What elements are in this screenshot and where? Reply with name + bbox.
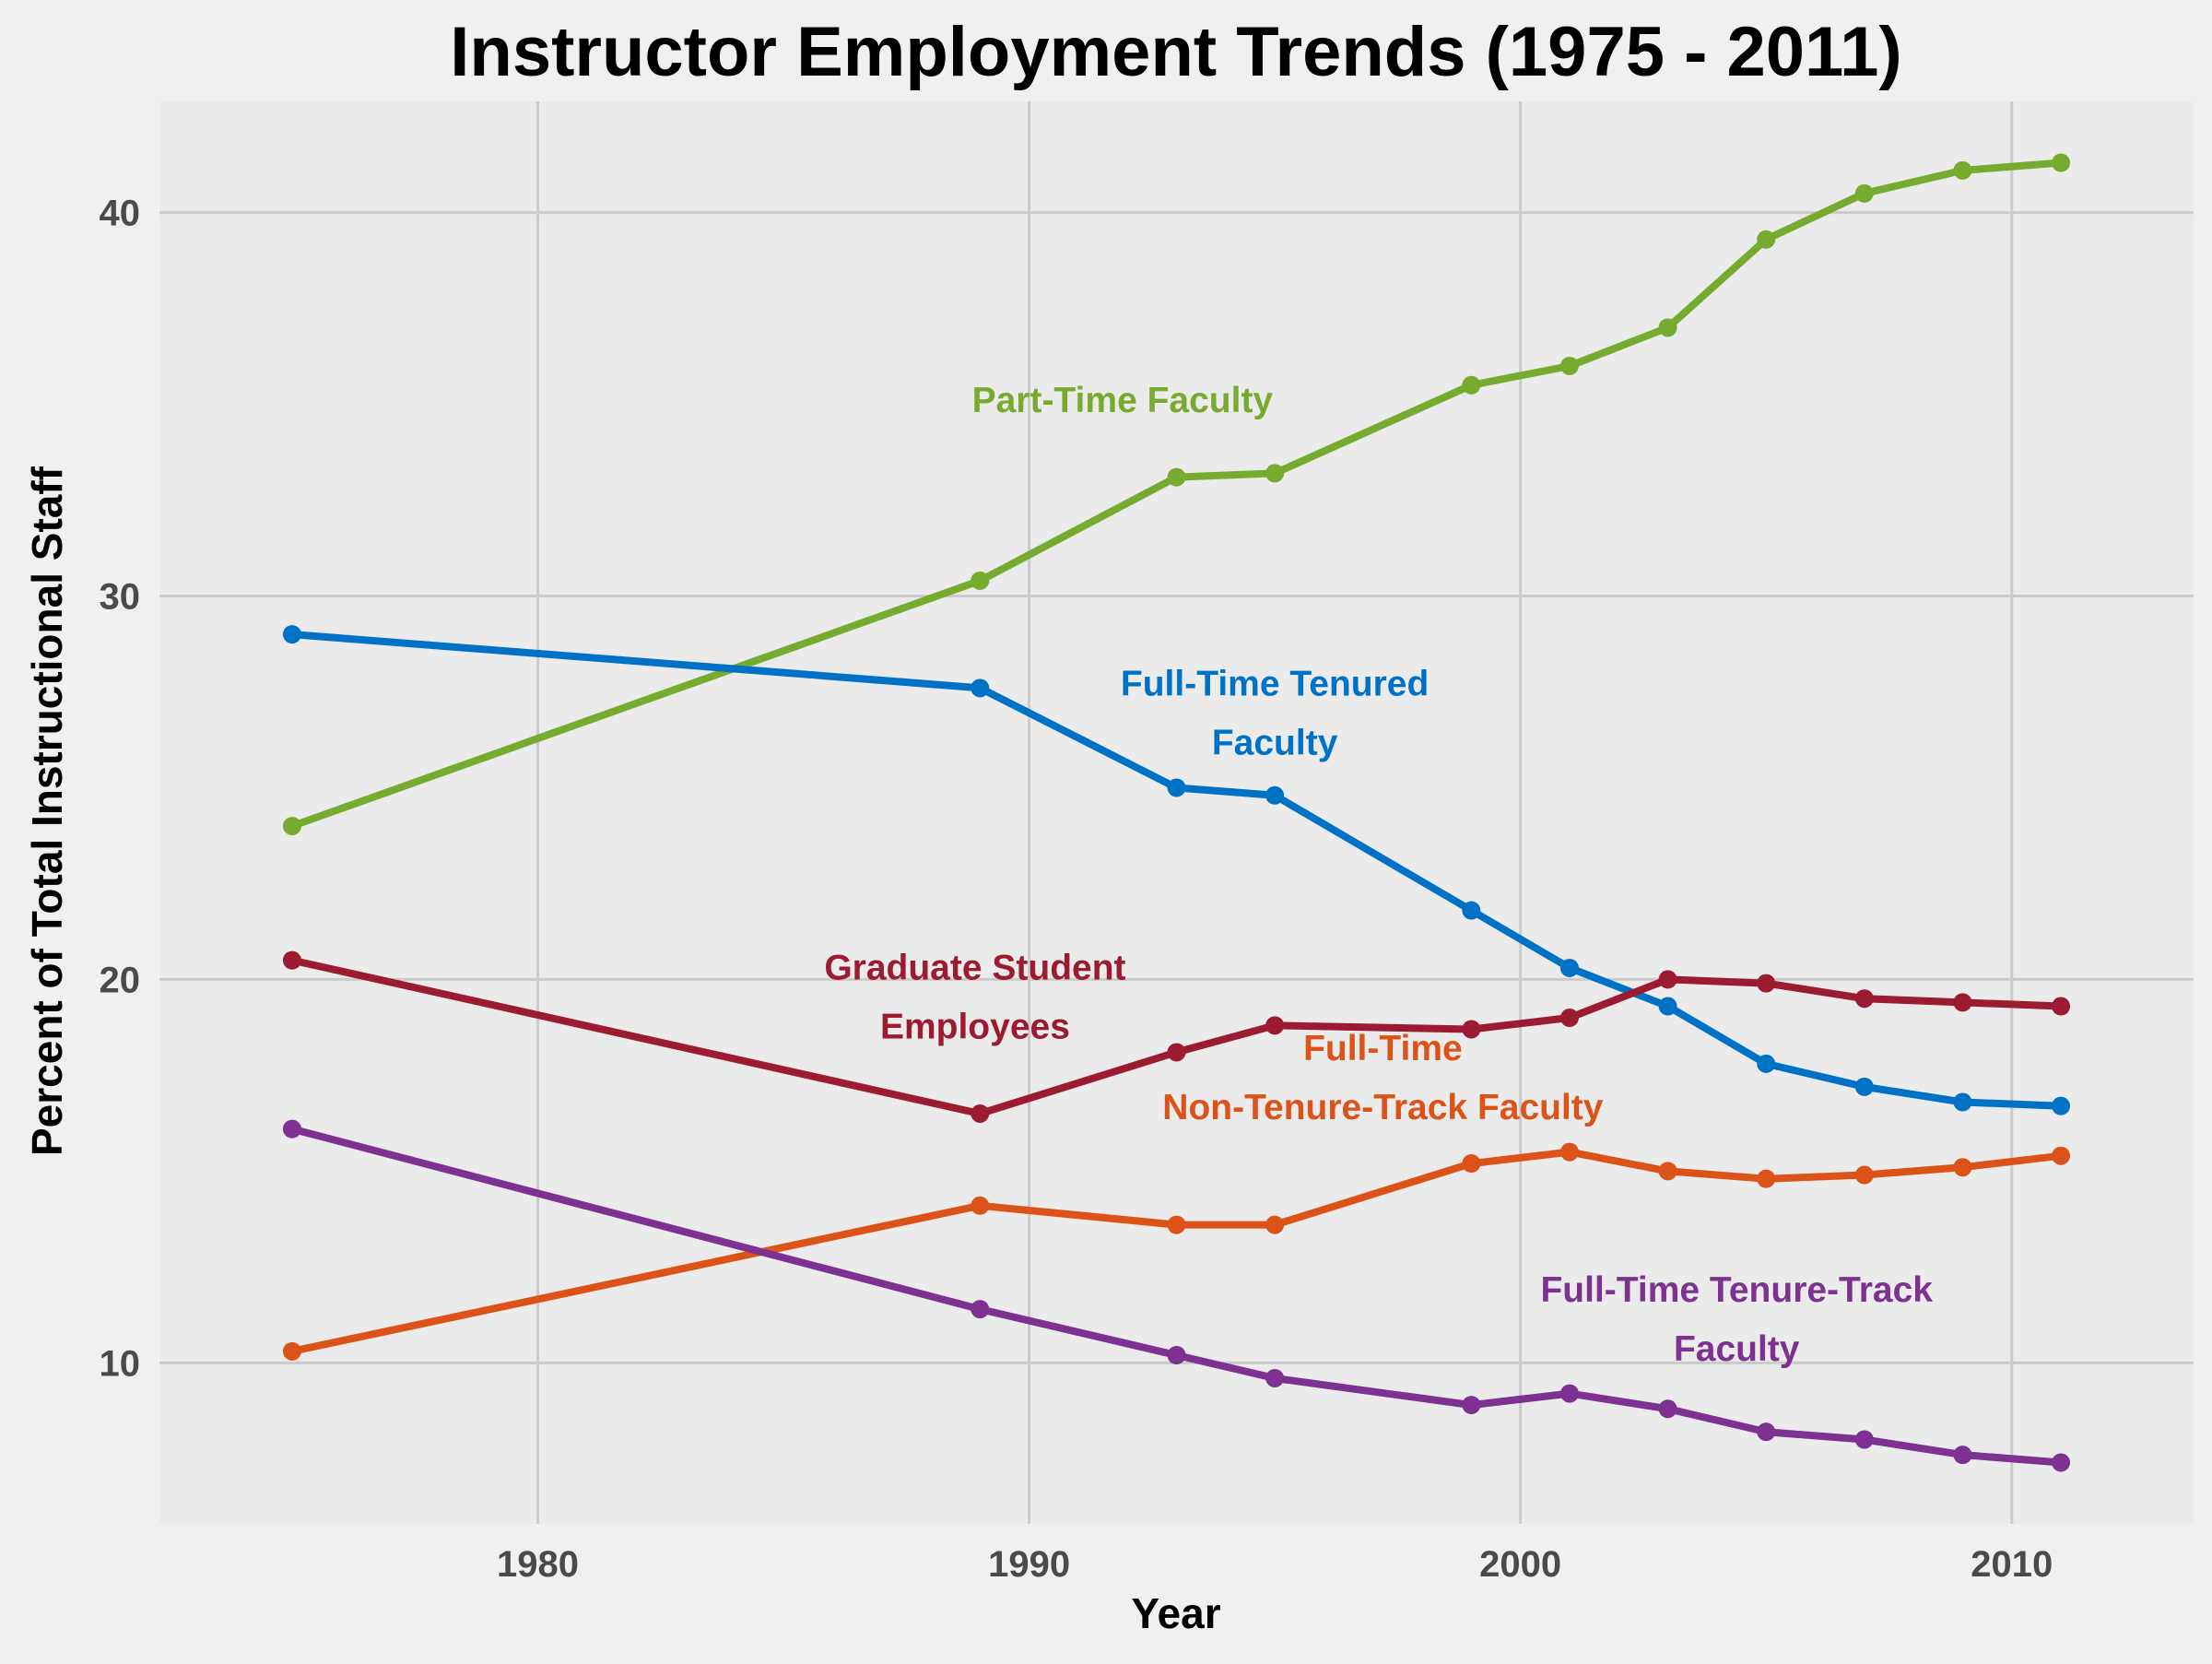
series-lines [282, 153, 2071, 1472]
series-part-time-faculty [282, 153, 2071, 836]
data-point-full-time-non-tenure-track-faculty-2007 [1854, 1165, 1874, 1185]
data-point-part-time-faculty-1989 [971, 571, 990, 590]
data-point-full-time-tenured-faculty-2005 [1757, 1054, 1776, 1073]
data-point-full-time-tenured-faculty-1989 [971, 679, 990, 698]
data-point-graduate-student-employees-1989 [971, 1103, 990, 1123]
data-point-part-time-faculty-1975 [282, 817, 301, 836]
series-label-full-time-non-tenure-track-faculty-line-1: Full-Time [1303, 1029, 1463, 1068]
data-point-full-time-tenure-track-faculty-2011 [2052, 1453, 2071, 1472]
data-point-full-time-tenured-faculty-1995 [1265, 785, 1285, 805]
data-point-graduate-student-employees-2001 [1559, 1009, 1579, 1028]
data-point-full-time-tenured-faculty-1993 [1167, 778, 1186, 797]
data-point-part-time-faculty-2011 [2052, 153, 2071, 172]
data-point-full-time-non-tenure-track-faculty-1993 [1167, 1215, 1186, 1234]
data-point-full-time-non-tenure-track-faculty-1995 [1265, 1215, 1285, 1234]
data-point-full-time-non-tenure-track-faculty-1989 [971, 1196, 990, 1215]
data-point-full-time-tenure-track-faculty-2003 [1658, 1399, 1677, 1419]
series-annotations: Part-Time Faculty Full-Time Tenured Facult… [824, 381, 1933, 1369]
data-point-full-time-tenured-faculty-1975 [282, 625, 301, 644]
data-point-full-time-non-tenure-track-faculty-2003 [1658, 1162, 1677, 1181]
data-point-full-time-tenured-faculty-2011 [2052, 1096, 2071, 1115]
data-point-part-time-faculty-1995 [1265, 464, 1285, 483]
data-point-full-time-non-tenure-track-faculty-1999 [1462, 1154, 1481, 1174]
data-point-full-time-tenure-track-faculty-1995 [1265, 1368, 1285, 1387]
data-point-full-time-non-tenure-track-faculty-2009 [1953, 1158, 1972, 1177]
data-point-graduate-student-employees-2005 [1757, 974, 1776, 993]
series-graduate-student-employees [282, 950, 2071, 1123]
data-point-full-time-tenure-track-faculty-2001 [1559, 1384, 1579, 1403]
series-full-time-tenured-faculty [282, 625, 2071, 1115]
data-point-graduate-student-employees-1975 [282, 950, 301, 970]
series-full-time-tenure-track-faculty [282, 1119, 2071, 1472]
data-point-part-time-faculty-2005 [1757, 230, 1776, 249]
y-tick-label-10: 10 [100, 1343, 141, 1384]
series-label-graduate-student-employees-line-2: Employees [880, 1007, 1070, 1046]
data-point-full-time-tenure-track-faculty-1993 [1167, 1346, 1186, 1365]
series-full-time-non-tenure-track-faculty [282, 1142, 2071, 1361]
data-point-part-time-faculty-2003 [1658, 318, 1677, 337]
data-point-full-time-tenured-faculty-2001 [1559, 958, 1579, 977]
data-point-graduate-student-employees-2009 [1953, 993, 1972, 1012]
data-point-full-time-tenure-track-faculty-1975 [282, 1119, 301, 1139]
series-label-graduate-student-employees-line-1: Graduate Student [824, 948, 1125, 987]
series-label-full-time-non-tenure-track-faculty-line-2: Non-Tenure-Track Faculty [1162, 1088, 1604, 1127]
data-point-part-time-faculty-2009 [1953, 160, 1972, 180]
series-label-full-time-tenured-faculty-line-2: Faculty [1212, 724, 1338, 763]
data-point-graduate-student-employees-2011 [2052, 997, 2071, 1016]
x-tick-label-2010: 2010 [1971, 1544, 2053, 1585]
x-tick-label-2000: 2000 [1479, 1544, 1561, 1585]
data-point-full-time-tenured-faculty-2007 [1854, 1077, 1874, 1096]
data-point-graduate-student-employees-2003 [1658, 970, 1677, 989]
data-point-full-time-tenure-track-faculty-1999 [1462, 1396, 1481, 1415]
data-point-part-time-faculty-1993 [1167, 467, 1186, 487]
data-point-part-time-faculty-2001 [1559, 356, 1579, 375]
chart-title: Instructor Employment Trends (1975 - 201… [450, 13, 1901, 91]
y-axis-label: Percent of Total Instructional Staff [23, 466, 71, 1156]
data-point-graduate-student-employees-1999 [1462, 1020, 1481, 1039]
data-point-full-time-non-tenure-track-faculty-1975 [282, 1341, 301, 1361]
data-point-full-time-tenure-track-faculty-2009 [1953, 1446, 1972, 1465]
series-label-full-time-tenured-faculty-line-1: Full-Time Tenured [1121, 665, 1429, 704]
data-point-full-time-tenured-faculty-2003 [1658, 997, 1677, 1016]
data-point-full-time-non-tenure-track-faculty-2005 [1757, 1169, 1776, 1188]
data-point-graduate-student-employees-2007 [1854, 989, 1874, 1009]
data-point-full-time-tenure-track-faculty-2007 [1854, 1430, 1874, 1449]
data-point-part-time-faculty-1999 [1462, 375, 1481, 395]
data-point-full-time-non-tenure-track-faculty-2001 [1559, 1142, 1579, 1162]
data-point-graduate-student-employees-1995 [1265, 1016, 1285, 1035]
data-point-full-time-tenure-track-faculty-2005 [1757, 1422, 1776, 1442]
x-tick-label-1980: 1980 [497, 1544, 579, 1585]
series-label-full-time-tenure-track-faculty-line-1: Full-Time Tenure-Track [1540, 1270, 1933, 1310]
series-label-full-time-tenure-track-faculty-line-2: Faculty [1674, 1329, 1800, 1369]
data-point-full-time-tenure-track-faculty-1989 [971, 1300, 990, 1319]
data-point-full-time-non-tenure-track-faculty-2011 [2052, 1146, 2071, 1165]
y-tick-label-40: 40 [100, 194, 141, 234]
y-tick-label-30: 30 [100, 577, 141, 618]
y-tick-label-20: 20 [100, 960, 141, 1000]
data-point-full-time-tenured-faculty-1999 [1462, 901, 1481, 920]
gridlines [159, 101, 2194, 1524]
series-label-part-time-faculty: Part-Time Faculty [972, 381, 1274, 420]
x-tick-label-1990: 1990 [988, 1544, 1070, 1585]
data-point-full-time-tenured-faculty-2009 [1953, 1092, 1972, 1112]
data-point-graduate-student-employees-1993 [1167, 1043, 1186, 1062]
plot-area [159, 101, 2194, 1524]
x-axis-label: Year [1131, 1589, 1220, 1637]
data-point-part-time-faculty-2007 [1854, 183, 1874, 203]
